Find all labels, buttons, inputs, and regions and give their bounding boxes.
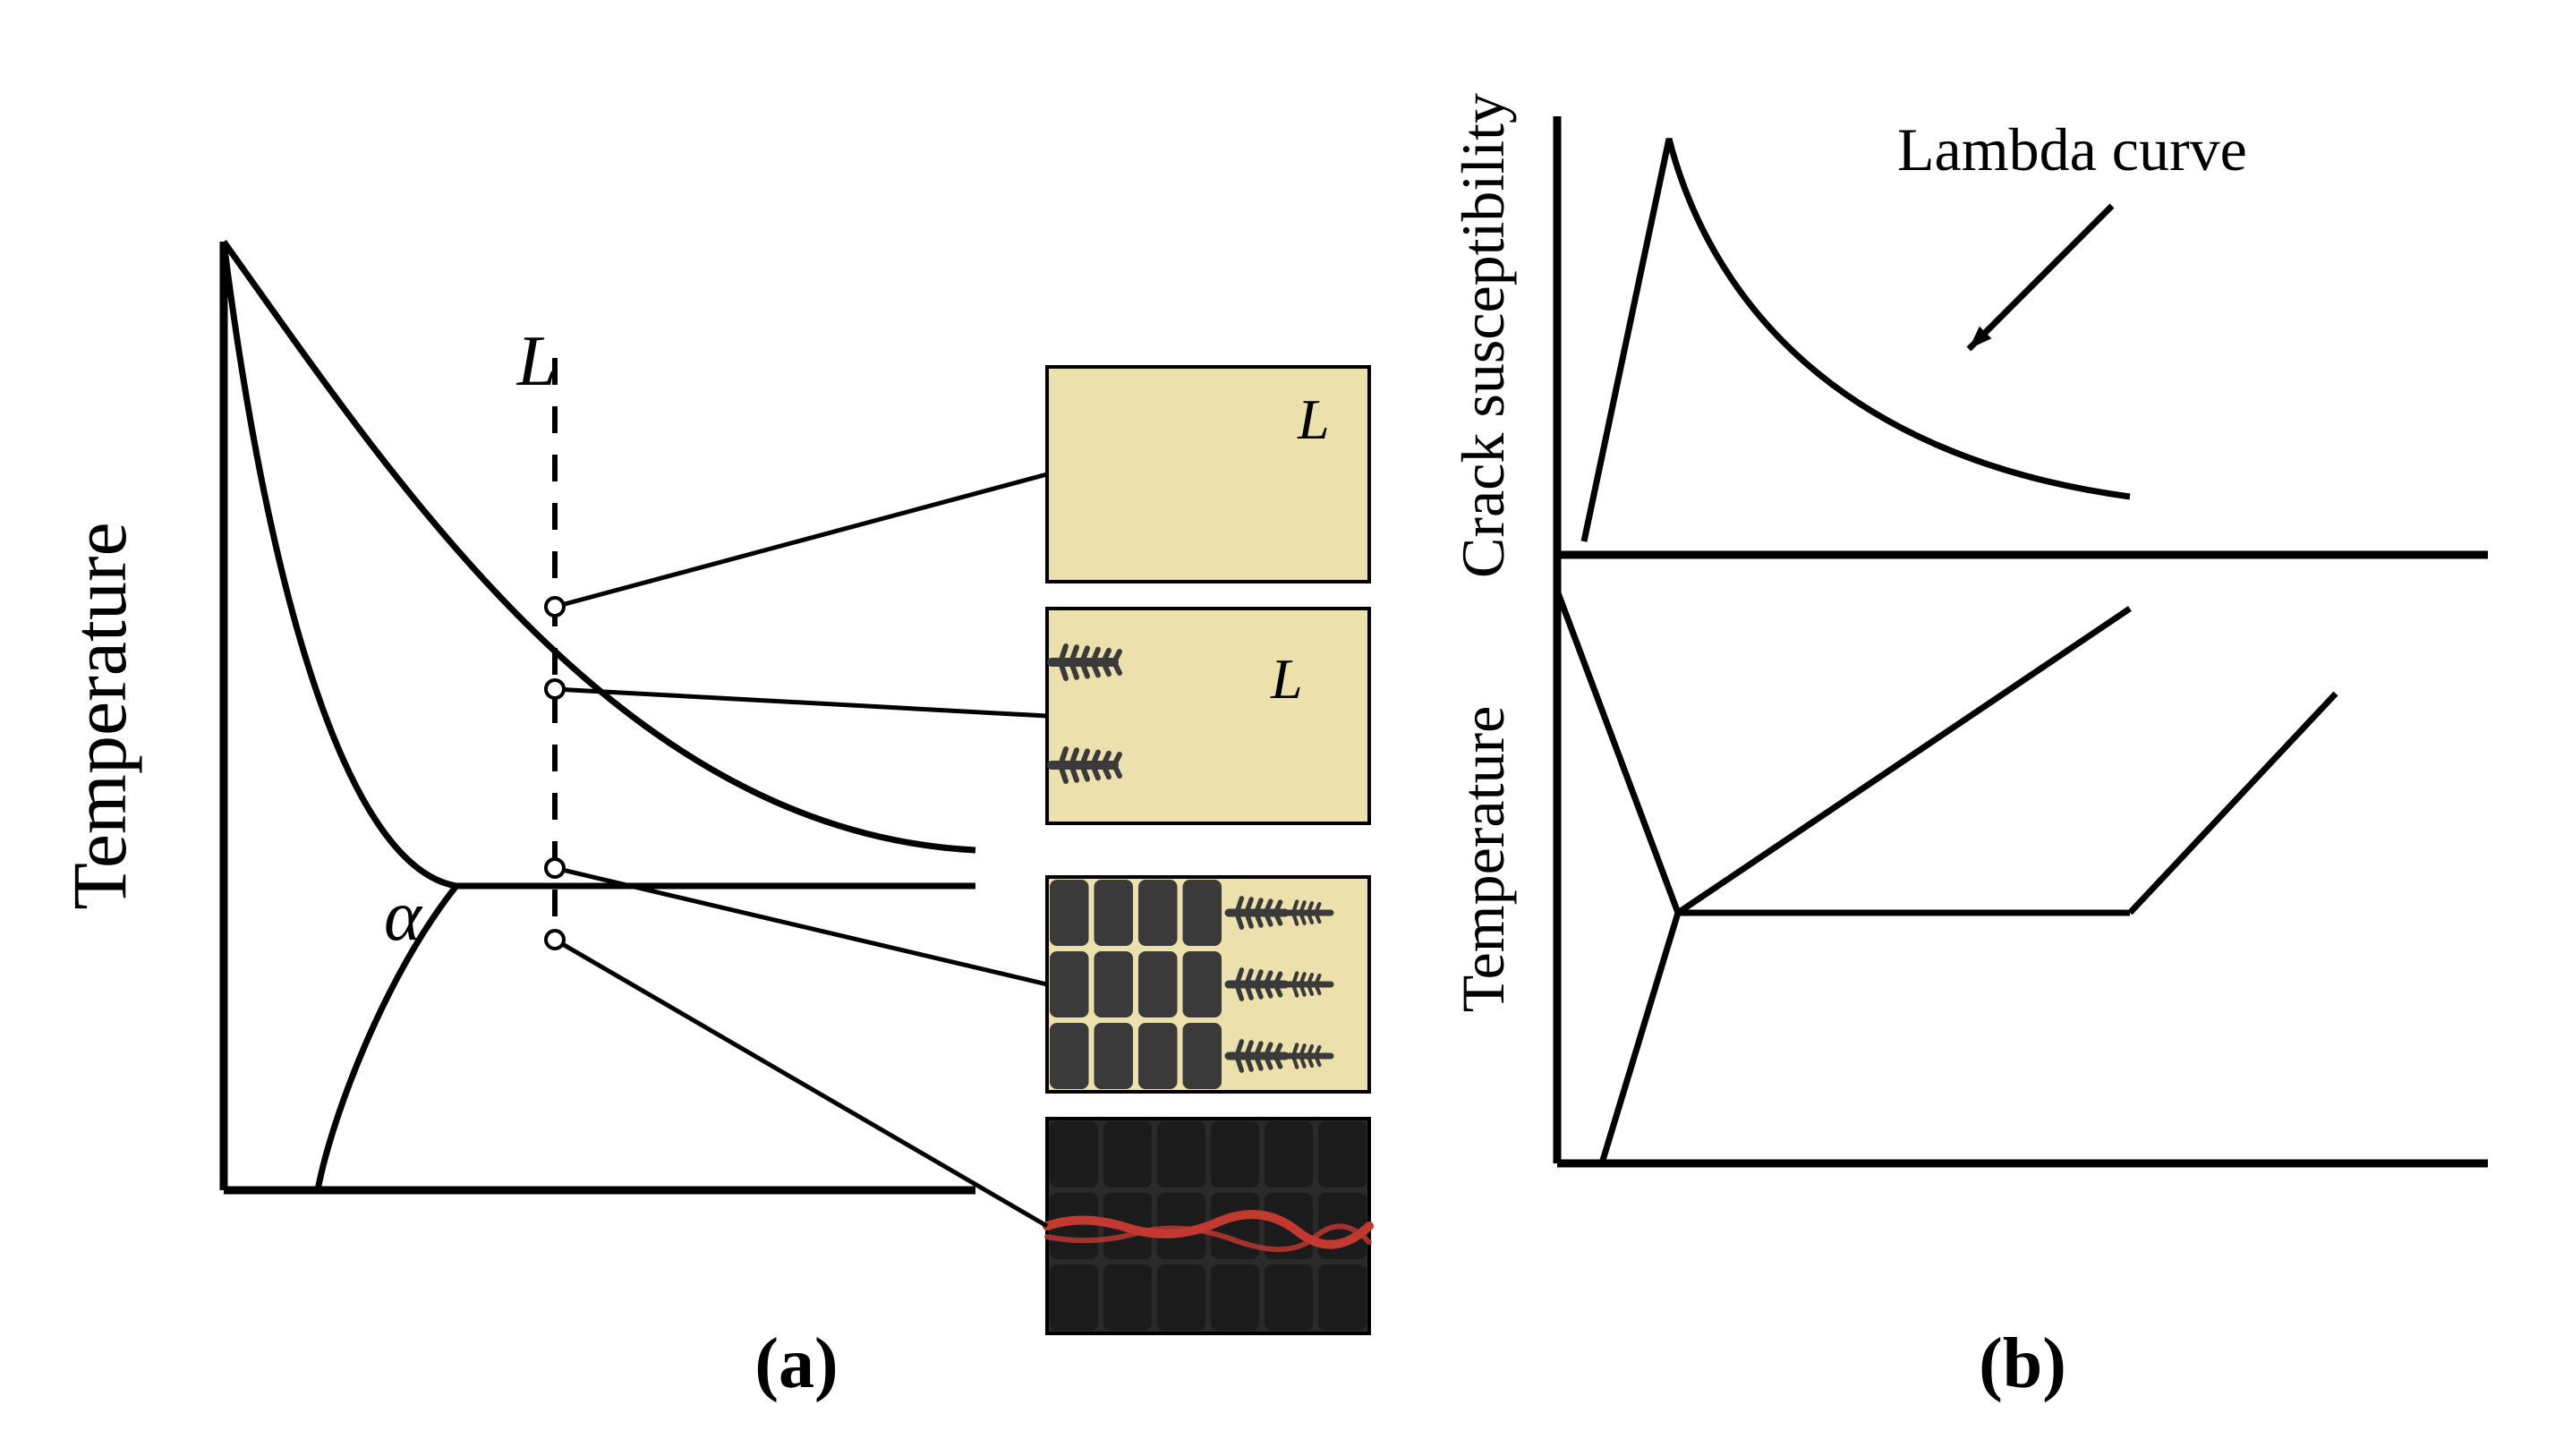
region-L-label: L bbox=[516, 322, 558, 401]
lambda-curve bbox=[1584, 139, 2130, 541]
panel-a: TemperatureLαLL bbox=[56, 242, 1369, 1333]
tile-liquid: L bbox=[1047, 367, 1369, 582]
b-liquidus-right bbox=[1678, 609, 2130, 913]
leader-line bbox=[555, 474, 1047, 607]
tile-liquid-label: L bbox=[1297, 387, 1330, 451]
tile-eutectic bbox=[1047, 877, 1369, 1092]
pt-eutectic bbox=[546, 859, 564, 877]
panel-b-label: (b) bbox=[1979, 1324, 2066, 1403]
b-v-right bbox=[2130, 694, 2336, 913]
pt-l-alpha bbox=[546, 680, 564, 698]
b-solvus-left bbox=[1602, 913, 1678, 1163]
lambda-arrow bbox=[1969, 206, 2112, 349]
panel-a-label: (a) bbox=[754, 1324, 838, 1403]
pt-liquid bbox=[546, 598, 564, 616]
liquidus-curve bbox=[224, 242, 975, 850]
solidus-curve bbox=[224, 242, 456, 886]
lambda-label: Lambda curve bbox=[1897, 115, 2247, 183]
pt-solid bbox=[546, 931, 564, 949]
tile-l-dendrite-label: L bbox=[1270, 647, 1303, 711]
tile-l-dendrite: L bbox=[1047, 609, 1369, 823]
panel-a-y-axis-label: Temperature bbox=[56, 522, 142, 909]
region-alpha-label: α bbox=[384, 877, 423, 956]
tile-solid-crack bbox=[1047, 1119, 1369, 1333]
panel-b-top-y-label: Crack susceptibility bbox=[1449, 93, 1517, 578]
b-liquidus-left bbox=[1557, 591, 1678, 913]
leader-line bbox=[555, 940, 1047, 1226]
panel-b: Crack susceptibility Lambda curve Temperat… bbox=[1449, 93, 2488, 1163]
inset-column: LL bbox=[1047, 367, 1369, 1333]
panel-b-bottom-y-label: Temperature bbox=[1449, 706, 1517, 1013]
